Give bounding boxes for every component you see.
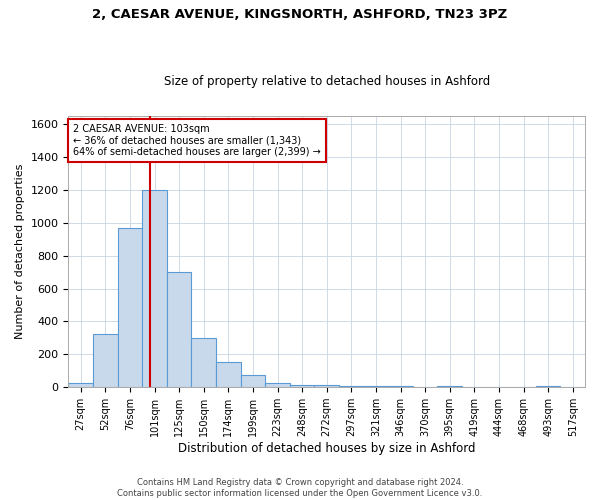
Bar: [290, 385, 314, 387]
Bar: [241, 375, 265, 387]
Bar: [191, 338, 216, 387]
Title: Size of property relative to detached houses in Ashford: Size of property relative to detached ho…: [164, 76, 490, 88]
Bar: [68, 383, 93, 387]
Bar: [339, 386, 364, 387]
Text: 2, CAESAR AVENUE, KINGSNORTH, ASHFORD, TN23 3PZ: 2, CAESAR AVENUE, KINGSNORTH, ASHFORD, T…: [92, 8, 508, 20]
Text: 2 CAESAR AVENUE: 103sqm
← 36% of detached houses are smaller (1,343)
64% of semi: 2 CAESAR AVENUE: 103sqm ← 36% of detache…: [73, 124, 321, 158]
Bar: [167, 272, 191, 387]
Text: Contains HM Land Registry data © Crown copyright and database right 2024.
Contai: Contains HM Land Registry data © Crown c…: [118, 478, 482, 498]
Bar: [216, 362, 241, 387]
X-axis label: Distribution of detached houses by size in Ashford: Distribution of detached houses by size …: [178, 442, 475, 455]
Bar: [142, 190, 167, 387]
Bar: [536, 386, 560, 387]
Bar: [437, 386, 462, 387]
Bar: [118, 228, 142, 387]
Y-axis label: Number of detached properties: Number of detached properties: [15, 164, 25, 340]
Bar: [265, 383, 290, 387]
Bar: [93, 334, 118, 387]
Bar: [364, 386, 388, 387]
Bar: [388, 386, 413, 387]
Bar: [314, 385, 339, 387]
